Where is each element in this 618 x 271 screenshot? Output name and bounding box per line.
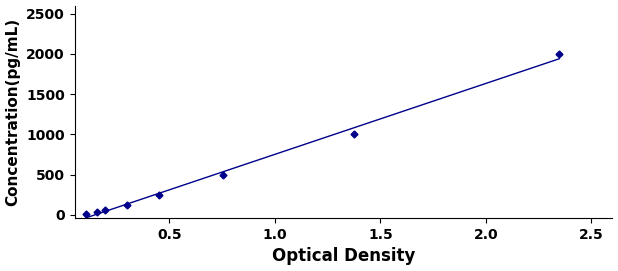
- Y-axis label: Concentration(pg/mL): Concentration(pg/mL): [6, 18, 20, 206]
- X-axis label: Optical Density: Optical Density: [272, 247, 415, 265]
